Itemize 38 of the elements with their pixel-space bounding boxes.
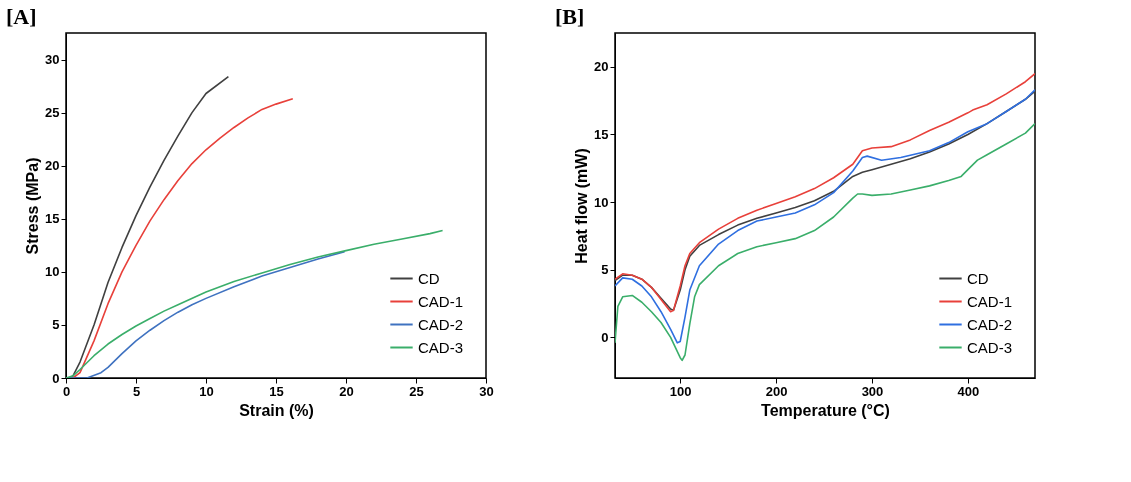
x-tick-label: 100: [669, 383, 692, 399]
chart-title: [B]: [555, 4, 585, 29]
legend-label: CAD-3: [418, 338, 464, 356]
y-tick-label: 20: [594, 59, 609, 75]
legend-label: CD: [967, 269, 989, 287]
legend-label: CD: [418, 269, 440, 287]
y-tick-label: 25: [45, 105, 60, 121]
y-tick-label: 0: [601, 329, 609, 345]
legend-label: CAD-1: [967, 292, 1013, 310]
x-tick-label: 5: [132, 383, 141, 399]
y-tick-label: 20: [45, 158, 60, 174]
y-tick-label: 30: [45, 52, 60, 68]
x-axis-title: Strain (%): [239, 401, 314, 419]
legend-label: CAD-2: [418, 315, 464, 333]
x-tick-label: 25: [409, 383, 424, 399]
x-tick-label: 30: [479, 383, 494, 399]
x-tick-label: 0: [62, 383, 71, 399]
x-tick-label: 400: [957, 383, 980, 399]
legend-label: CAD-1: [418, 292, 464, 310]
y-axis-title: Heat flow (mW): [573, 148, 591, 264]
x-tick-label: 20: [339, 383, 354, 399]
y-tick-label: 15: [594, 126, 609, 142]
x-tick-label: 200: [765, 383, 788, 399]
y-tick-label: 5: [52, 317, 60, 333]
x-tick-label: 300: [861, 383, 884, 399]
y-tick-label: 5: [601, 262, 609, 278]
y-tick-label: 10: [45, 264, 60, 280]
line-series: [615, 122, 1035, 362]
chart-title: [A]: [6, 4, 37, 29]
x-tick-label: 10: [199, 383, 214, 399]
y-axis-title: Stress (MPa): [24, 157, 42, 255]
legend-label: CAD-3: [967, 338, 1013, 356]
y-tick-label: 0: [52, 370, 60, 386]
y-tick-label: 10: [594, 194, 609, 210]
x-axis-title: Temperature (°C): [761, 401, 890, 419]
x-tick-label: 15: [269, 383, 284, 399]
legend-label: CAD-2: [967, 315, 1013, 333]
y-tick-label: 15: [45, 211, 60, 227]
